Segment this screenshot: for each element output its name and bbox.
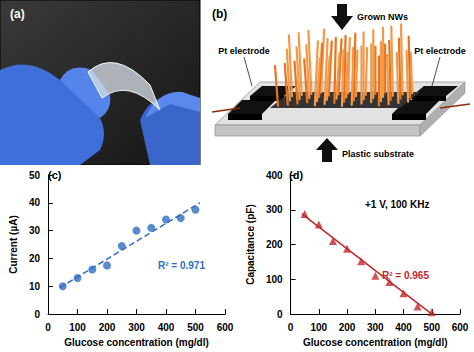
svg-text:R² = 0.971: R² = 0.971	[158, 260, 205, 271]
svg-text:+1 V, 100 KHz: +1 V, 100 KHz	[365, 199, 429, 210]
svg-text:(b): (b)	[212, 7, 227, 21]
svg-text:0: 0	[277, 309, 283, 320]
svg-text:600: 600	[452, 322, 469, 333]
svg-text:Pt electrode: Pt electrode	[218, 46, 270, 56]
svg-text:Current (µA): Current (µA)	[8, 215, 19, 274]
svg-text:(c): (c)	[48, 169, 62, 181]
svg-text:20: 20	[29, 253, 41, 264]
svg-text:400: 400	[158, 322, 175, 333]
svg-text:200: 200	[266, 239, 283, 250]
svg-text:100: 100	[310, 322, 327, 333]
svg-text:Plastic substrate: Plastic substrate	[342, 149, 414, 159]
svg-text:Glucose concentration (mg/dl): Glucose concentration (mg/dl)	[303, 337, 447, 348]
svg-text:200: 200	[99, 322, 116, 333]
svg-text:10: 10	[29, 281, 41, 292]
svg-text:R² = 0.965: R² = 0.965	[382, 269, 429, 281]
svg-text:300: 300	[367, 322, 384, 333]
svg-text:Glucose concentration (mg/dl): Glucose concentration (mg/dl)	[64, 337, 208, 348]
svg-text:200: 200	[339, 322, 356, 333]
svg-text:300: 300	[266, 204, 283, 215]
svg-text:50: 50	[29, 170, 41, 181]
svg-text:(d): (d)	[289, 169, 303, 181]
svg-text:400: 400	[266, 170, 283, 181]
svg-text:40: 40	[29, 197, 41, 208]
svg-text:Capacitance (pF): Capacitance (pF)	[245, 204, 256, 285]
svg-text:(a): (a)	[10, 7, 25, 21]
svg-text:0: 0	[288, 322, 294, 333]
svg-text:600: 600	[217, 322, 234, 333]
svg-text:30: 30	[29, 225, 41, 236]
svg-text:500: 500	[423, 322, 440, 333]
svg-text:100: 100	[69, 322, 86, 333]
svg-text:0: 0	[34, 309, 40, 320]
svg-text:0: 0	[45, 322, 51, 333]
svg-text:Pt electrode: Pt electrode	[414, 46, 466, 56]
svg-text:300: 300	[128, 322, 145, 333]
svg-text:500: 500	[187, 322, 204, 333]
svg-text:Grown NWs: Grown NWs	[357, 12, 408, 22]
svg-text:100: 100	[266, 274, 283, 285]
svg-text:400: 400	[395, 322, 412, 333]
